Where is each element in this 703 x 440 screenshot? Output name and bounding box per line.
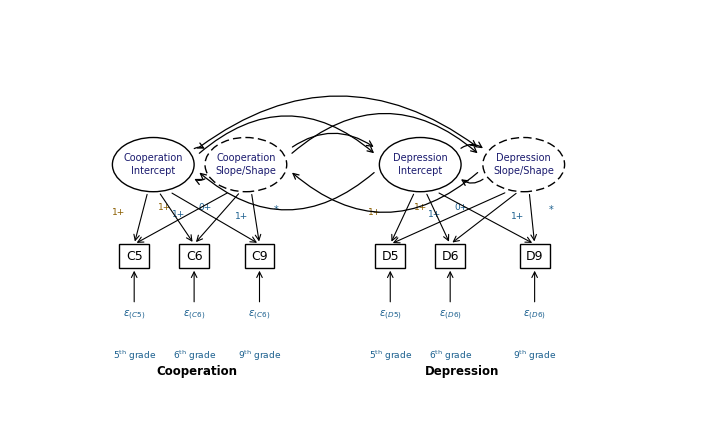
Text: $\varepsilon_{(D5)}$: $\varepsilon_{(D5)}$	[379, 309, 401, 322]
Bar	[520, 244, 550, 268]
Text: 6$^{\mathregular{th}}$ grade: 6$^{\mathregular{th}}$ grade	[429, 349, 472, 363]
Text: 5$^{\mathregular{th}}$ grade: 5$^{\mathregular{th}}$ grade	[112, 349, 156, 363]
Text: Depression: Depression	[425, 365, 500, 378]
Text: D6: D6	[441, 249, 459, 263]
Bar	[245, 244, 274, 268]
Text: 1+: 1+	[413, 203, 427, 212]
Text: $\varepsilon_{(C6)}$: $\varepsilon_{(C6)}$	[183, 309, 205, 322]
Text: 1+: 1+	[510, 212, 524, 220]
Text: $\varepsilon_{(C5)}$: $\varepsilon_{(C5)}$	[123, 309, 146, 322]
Bar	[375, 244, 405, 268]
Text: 6$^{\mathregular{th}}$ grade: 6$^{\mathregular{th}}$ grade	[172, 349, 216, 363]
Text: 1+: 1+	[368, 208, 382, 217]
Bar	[179, 244, 209, 268]
Text: Depression
Intercept: Depression Intercept	[393, 153, 448, 176]
Text: Cooperation: Cooperation	[156, 365, 238, 378]
Ellipse shape	[483, 137, 565, 192]
Text: 0+: 0+	[454, 203, 467, 212]
Text: Depression
Slope/Shape: Depression Slope/Shape	[494, 153, 554, 176]
Ellipse shape	[380, 137, 461, 192]
Text: 9$^{\mathregular{th}}$ grade: 9$^{\mathregular{th}}$ grade	[238, 349, 281, 363]
Text: Cooperation
Slope/Shape: Cooperation Slope/Shape	[215, 153, 276, 176]
Bar	[120, 244, 149, 268]
Text: 1+: 1+	[172, 210, 186, 219]
Text: C5: C5	[126, 249, 143, 263]
Text: 0+: 0+	[198, 203, 212, 212]
Text: *: *	[273, 205, 278, 216]
Text: 1+: 1+	[157, 203, 171, 212]
Ellipse shape	[205, 137, 287, 192]
Text: D9: D9	[526, 249, 543, 263]
Text: 1+: 1+	[112, 208, 126, 217]
Text: $\varepsilon_{(D6)}$: $\varepsilon_{(D6)}$	[439, 309, 462, 322]
Text: 1+: 1+	[236, 212, 249, 220]
Bar	[435, 244, 465, 268]
Text: Cooperation
Intercept: Cooperation Intercept	[124, 153, 183, 176]
Text: 9$^{\mathregular{th}}$ grade: 9$^{\mathregular{th}}$ grade	[513, 349, 556, 363]
Text: D5: D5	[382, 249, 399, 263]
Text: 5$^{\mathregular{th}}$ grade: 5$^{\mathregular{th}}$ grade	[368, 349, 412, 363]
Text: C6: C6	[186, 249, 202, 263]
Ellipse shape	[112, 137, 194, 192]
Text: $\varepsilon_{(C6)}$: $\varepsilon_{(C6)}$	[248, 309, 271, 322]
Text: C9: C9	[251, 249, 268, 263]
Text: *: *	[548, 205, 553, 216]
Text: $\varepsilon_{(D6)}$: $\varepsilon_{(D6)}$	[523, 309, 546, 322]
Text: 1+: 1+	[428, 210, 441, 219]
